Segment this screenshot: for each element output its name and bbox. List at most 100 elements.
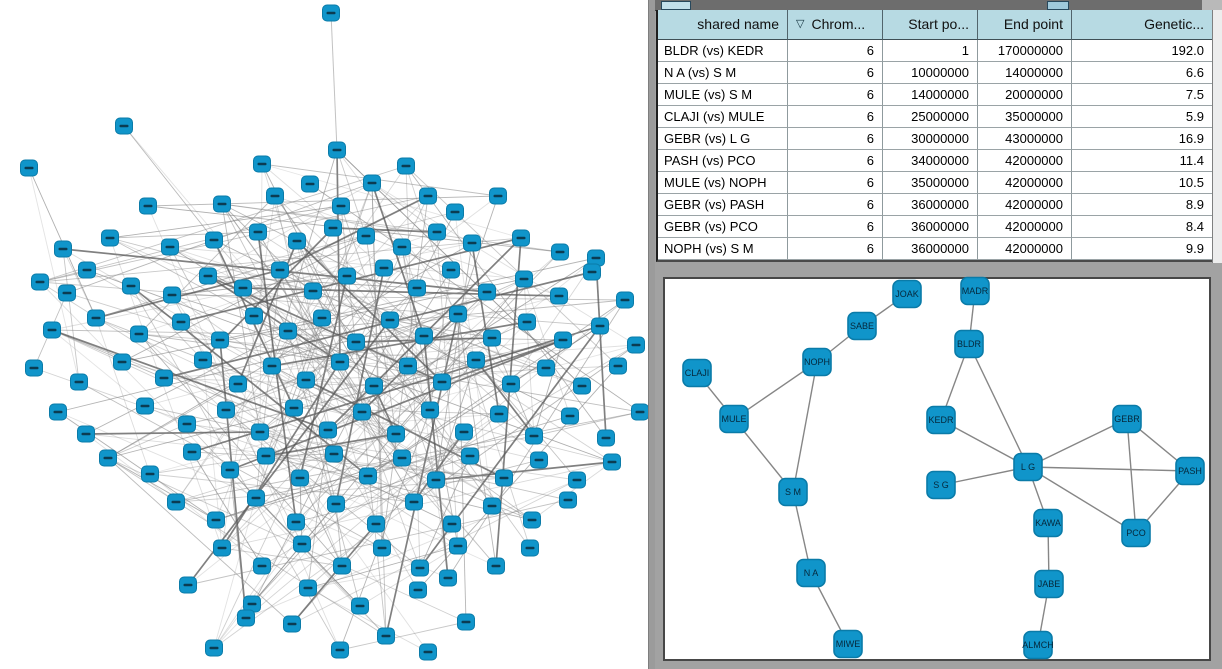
table-cell[interactable]: 36000000 (883, 238, 978, 260)
table-cell[interactable]: BLDR (vs) KEDR (658, 40, 788, 62)
network-node[interactable] (313, 309, 331, 327)
table-cell[interactable]: GEBR (vs) PCO (658, 216, 788, 238)
network-node[interactable] (381, 311, 399, 329)
network-node[interactable] (205, 639, 223, 657)
network-node[interactable] (393, 238, 411, 256)
network-node[interactable] (373, 539, 391, 557)
network-node[interactable] (573, 377, 591, 395)
network-node[interactable] (299, 579, 317, 597)
network-node[interactable] (178, 415, 196, 433)
large-network-panel[interactable] (0, 0, 648, 669)
network-node[interactable] (49, 403, 67, 421)
network-node[interactable] (328, 141, 346, 159)
network-node[interactable] (554, 331, 572, 349)
network-node[interactable] (301, 175, 319, 193)
table-cell[interactable]: NOPH (vs) S M (658, 238, 788, 260)
network-node[interactable] (287, 513, 305, 531)
network-node[interactable] (155, 369, 173, 387)
table-cell[interactable]: 6 (788, 40, 883, 62)
network-node[interactable] (297, 371, 315, 389)
table-cell[interactable]: 170000000 (978, 40, 1072, 62)
network-node[interactable] (325, 445, 343, 463)
network-node[interactable] (167, 493, 185, 511)
network-node[interactable] (283, 615, 301, 633)
network-node[interactable] (31, 273, 49, 291)
table-cell[interactable]: 5.9 (1072, 106, 1213, 128)
network-node-s-g[interactable]: S G (926, 470, 956, 500)
table-cell[interactable]: 36000000 (883, 194, 978, 216)
table-cell[interactable]: 6 (788, 128, 883, 150)
network-node[interactable] (139, 197, 157, 215)
network-node[interactable] (25, 359, 43, 377)
network-node[interactable] (205, 231, 223, 249)
table-cell[interactable]: 20000000 (978, 84, 1072, 106)
network-node[interactable] (359, 467, 377, 485)
table-cell[interactable]: GEBR (vs) PASH (658, 194, 788, 216)
network-node[interactable] (113, 353, 131, 371)
large-network-canvas[interactable] (0, 0, 648, 669)
network-node[interactable] (393, 449, 411, 467)
column-header-end-point[interactable]: End point (978, 10, 1072, 40)
network-node-bldr[interactable]: BLDR (954, 329, 984, 359)
table-cell[interactable]: 6 (788, 62, 883, 84)
network-node[interactable] (199, 267, 217, 285)
table-cell[interactable]: 8.9 (1072, 194, 1213, 216)
network-node[interactable] (408, 279, 426, 297)
network-node[interactable] (627, 336, 645, 354)
network-node[interactable] (251, 423, 269, 441)
network-node[interactable] (433, 373, 451, 391)
network-node[interactable] (365, 377, 383, 395)
network-node[interactable] (449, 305, 467, 323)
panel-divider[interactable] (648, 0, 656, 669)
network-node[interactable] (99, 449, 117, 467)
network-node[interactable] (597, 429, 615, 447)
network-node[interactable] (409, 581, 427, 599)
network-node[interactable] (163, 286, 181, 304)
table-cell[interactable]: 6 (788, 150, 883, 172)
network-node[interactable] (122, 277, 140, 295)
table-cell[interactable]: 43000000 (978, 128, 1072, 150)
network-node[interactable] (411, 559, 429, 577)
toolbar-chip[interactable] (661, 1, 691, 10)
network-node[interactable] (172, 313, 190, 331)
network-node[interactable] (375, 259, 393, 277)
network-node-noph[interactable]: NOPH (802, 347, 832, 377)
table-cell[interactable]: 16.9 (1072, 128, 1213, 150)
network-node[interactable] (101, 229, 119, 247)
network-node[interactable] (561, 407, 579, 425)
network-node[interactable] (271, 261, 289, 279)
network-node-claji[interactable]: CLAJI (682, 358, 712, 388)
network-node[interactable] (43, 321, 61, 339)
table-cell[interactable]: 14000000 (978, 62, 1072, 84)
table-cell[interactable]: 192.0 (1072, 40, 1213, 62)
network-node[interactable] (550, 287, 568, 305)
network-node[interactable] (523, 511, 541, 529)
network-node-madr[interactable]: MADR (960, 276, 990, 306)
table-cell[interactable]: 35000000 (978, 106, 1072, 128)
table-cell[interactable]: 42000000 (978, 150, 1072, 172)
table-cell[interactable]: 9.9 (1072, 238, 1213, 260)
network-node[interactable] (77, 425, 95, 443)
network-node[interactable] (518, 313, 536, 331)
network-node-mule[interactable]: MULE (719, 404, 749, 434)
network-node[interactable] (304, 282, 322, 300)
network-node[interactable] (363, 174, 381, 192)
network-node[interactable] (234, 279, 252, 297)
column-header-chromosome[interactable]: ▽ Chrom... (788, 10, 883, 40)
network-node-jabe[interactable]: JABE (1034, 569, 1064, 599)
table-cell[interactable]: 6 (788, 106, 883, 128)
network-node[interactable] (194, 351, 212, 369)
network-node[interactable] (387, 425, 405, 443)
network-node[interactable] (446, 203, 464, 221)
network-node[interactable] (616, 291, 634, 309)
table-cell[interactable]: GEBR (vs) L G (658, 128, 788, 150)
network-node[interactable] (631, 403, 649, 421)
table-cell[interactable]: 42000000 (978, 216, 1072, 238)
network-node[interactable] (467, 351, 485, 369)
network-node[interactable] (70, 373, 88, 391)
column-header-start-position[interactable]: Start po... (883, 10, 978, 40)
network-node[interactable] (449, 537, 467, 555)
network-node[interactable] (483, 329, 501, 347)
network-node[interactable] (87, 309, 105, 327)
